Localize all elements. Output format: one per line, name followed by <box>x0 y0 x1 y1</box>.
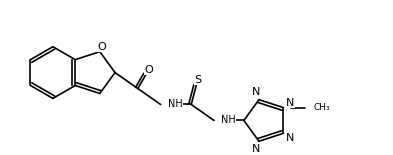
Text: N: N <box>252 87 261 97</box>
Text: O: O <box>97 42 106 52</box>
Text: N: N <box>252 144 261 154</box>
Text: O: O <box>144 65 153 75</box>
Text: N: N <box>286 98 294 108</box>
Text: CH₃: CH₃ <box>313 103 330 112</box>
Text: NH: NH <box>221 115 236 125</box>
Text: NH: NH <box>167 100 182 109</box>
Text: N: N <box>286 133 294 143</box>
Text: S: S <box>195 75 202 85</box>
